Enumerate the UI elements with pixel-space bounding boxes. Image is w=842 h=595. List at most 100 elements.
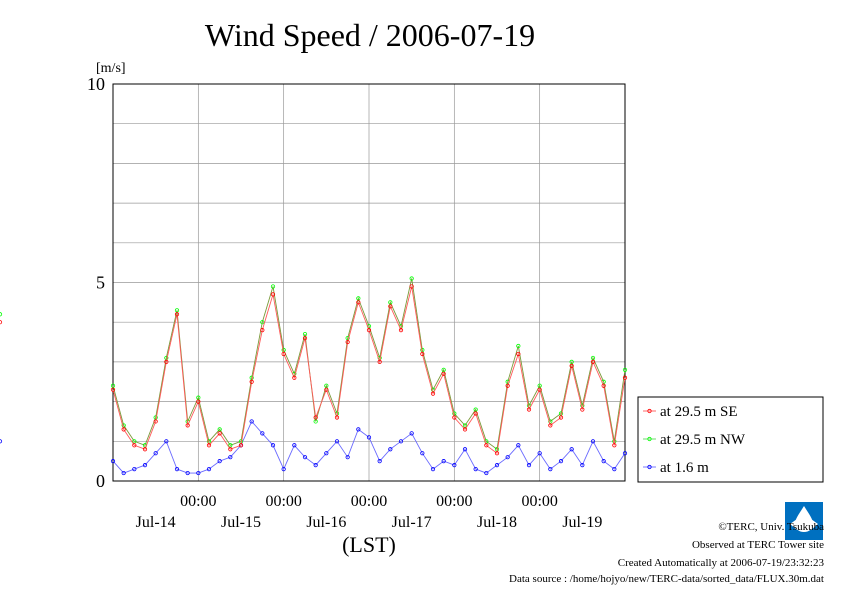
data-point [302, 335, 308, 341]
legend-item: at 29.5 m SE [643, 404, 738, 420]
data-point [132, 443, 137, 448]
chart-title: Wind Speed / 2006-07-19 [205, 17, 535, 53]
data-point [484, 470, 489, 476]
x-tick-date-label: Jul-19 [562, 514, 602, 531]
data-point [505, 383, 510, 388]
data-point [441, 371, 446, 376]
data-point [580, 403, 585, 408]
data-point [537, 451, 542, 456]
data-point [409, 284, 414, 289]
data-point [473, 466, 478, 472]
data-point [612, 466, 617, 472]
data-point [292, 375, 297, 380]
data-point [217, 427, 222, 432]
x-tick-date-label: Jul-18 [477, 514, 517, 531]
data-point [164, 355, 169, 361]
data-point [366, 435, 372, 440]
data-point [228, 443, 233, 448]
legend-label: at 29.5 m SE [660, 404, 738, 420]
data-point [121, 427, 126, 432]
data-point [196, 470, 201, 476]
data-point [206, 443, 212, 448]
series-line [112, 278, 626, 451]
data-point [409, 431, 414, 436]
data-point [473, 411, 478, 416]
data-point [174, 308, 180, 313]
data-point [345, 335, 350, 341]
data-point [356, 300, 361, 305]
data-point [548, 423, 553, 428]
data-point [164, 439, 169, 444]
x-axis-label: (LST) [342, 532, 396, 557]
data-point [462, 447, 468, 452]
data-point [505, 455, 510, 460]
legend: at 29.5 m SE at 29.5 m NW at 1.6 m [637, 396, 824, 483]
data-point [313, 415, 318, 420]
data-point [238, 443, 244, 448]
data-point [452, 411, 457, 416]
data-point [217, 431, 222, 436]
data-point [398, 439, 404, 444]
data-point [260, 431, 265, 436]
legend-swatch-marker [647, 464, 652, 470]
data-point [612, 443, 617, 448]
data-point [377, 359, 382, 364]
data-point [0, 320, 3, 325]
data-point [313, 419, 318, 424]
legend-item: at 29.5 m NW [643, 432, 746, 448]
data-point [313, 463, 318, 468]
data-point [324, 387, 329, 392]
observed-at-text: Observed at TERC Tower site [691, 539, 824, 551]
data-point [569, 447, 574, 452]
data-point [622, 367, 628, 372]
x-tick-time-label: 00:00 [436, 493, 472, 510]
copyright-text: ©TERC, Univ. Tsukuba [718, 521, 824, 533]
data-point [441, 367, 446, 372]
data-point [0, 312, 3, 317]
y-tick-label: 0 [96, 471, 105, 491]
data-point [334, 415, 340, 420]
data-point [537, 387, 542, 392]
data-point [473, 407, 478, 412]
data-point [452, 463, 457, 468]
data-point [206, 466, 212, 472]
data-point [249, 419, 254, 424]
data-point [110, 383, 116, 388]
data-point [270, 284, 276, 289]
series-line [112, 420, 626, 474]
series-1 [0, 276, 628, 452]
data-point [494, 451, 500, 456]
x-tick-date-label: Jul-14 [136, 514, 176, 531]
data-point [548, 466, 553, 472]
data-point [356, 427, 361, 432]
data-point [548, 419, 553, 424]
data-point [441, 459, 446, 464]
data-point [377, 459, 382, 464]
series-2 [0, 419, 628, 476]
data-point [185, 423, 190, 428]
plot-area-frame [112, 83, 626, 482]
data-point [132, 466, 137, 472]
data-point [430, 466, 436, 472]
data-point [270, 292, 276, 297]
data-point [249, 375, 254, 380]
data-point [228, 447, 233, 452]
data-point [153, 419, 158, 424]
data-point [260, 328, 265, 333]
x-tick-date-label: Jul-15 [221, 514, 261, 531]
legend-swatch-marker [647, 436, 652, 442]
data-point [580, 463, 585, 468]
data-point [622, 375, 628, 380]
created-at-text: Created Automatically at 2006-07-19/23:3… [617, 557, 824, 569]
y-axis: 0 5 10 [87, 74, 105, 491]
data-point [206, 439, 212, 444]
data-point [132, 439, 137, 444]
data-point [366, 328, 372, 333]
data-point [110, 387, 116, 392]
x-tick-time-label: 00:00 [351, 493, 387, 510]
data-point [484, 443, 489, 448]
data-point [622, 451, 628, 456]
data-point [302, 455, 308, 460]
data-point [174, 312, 180, 317]
